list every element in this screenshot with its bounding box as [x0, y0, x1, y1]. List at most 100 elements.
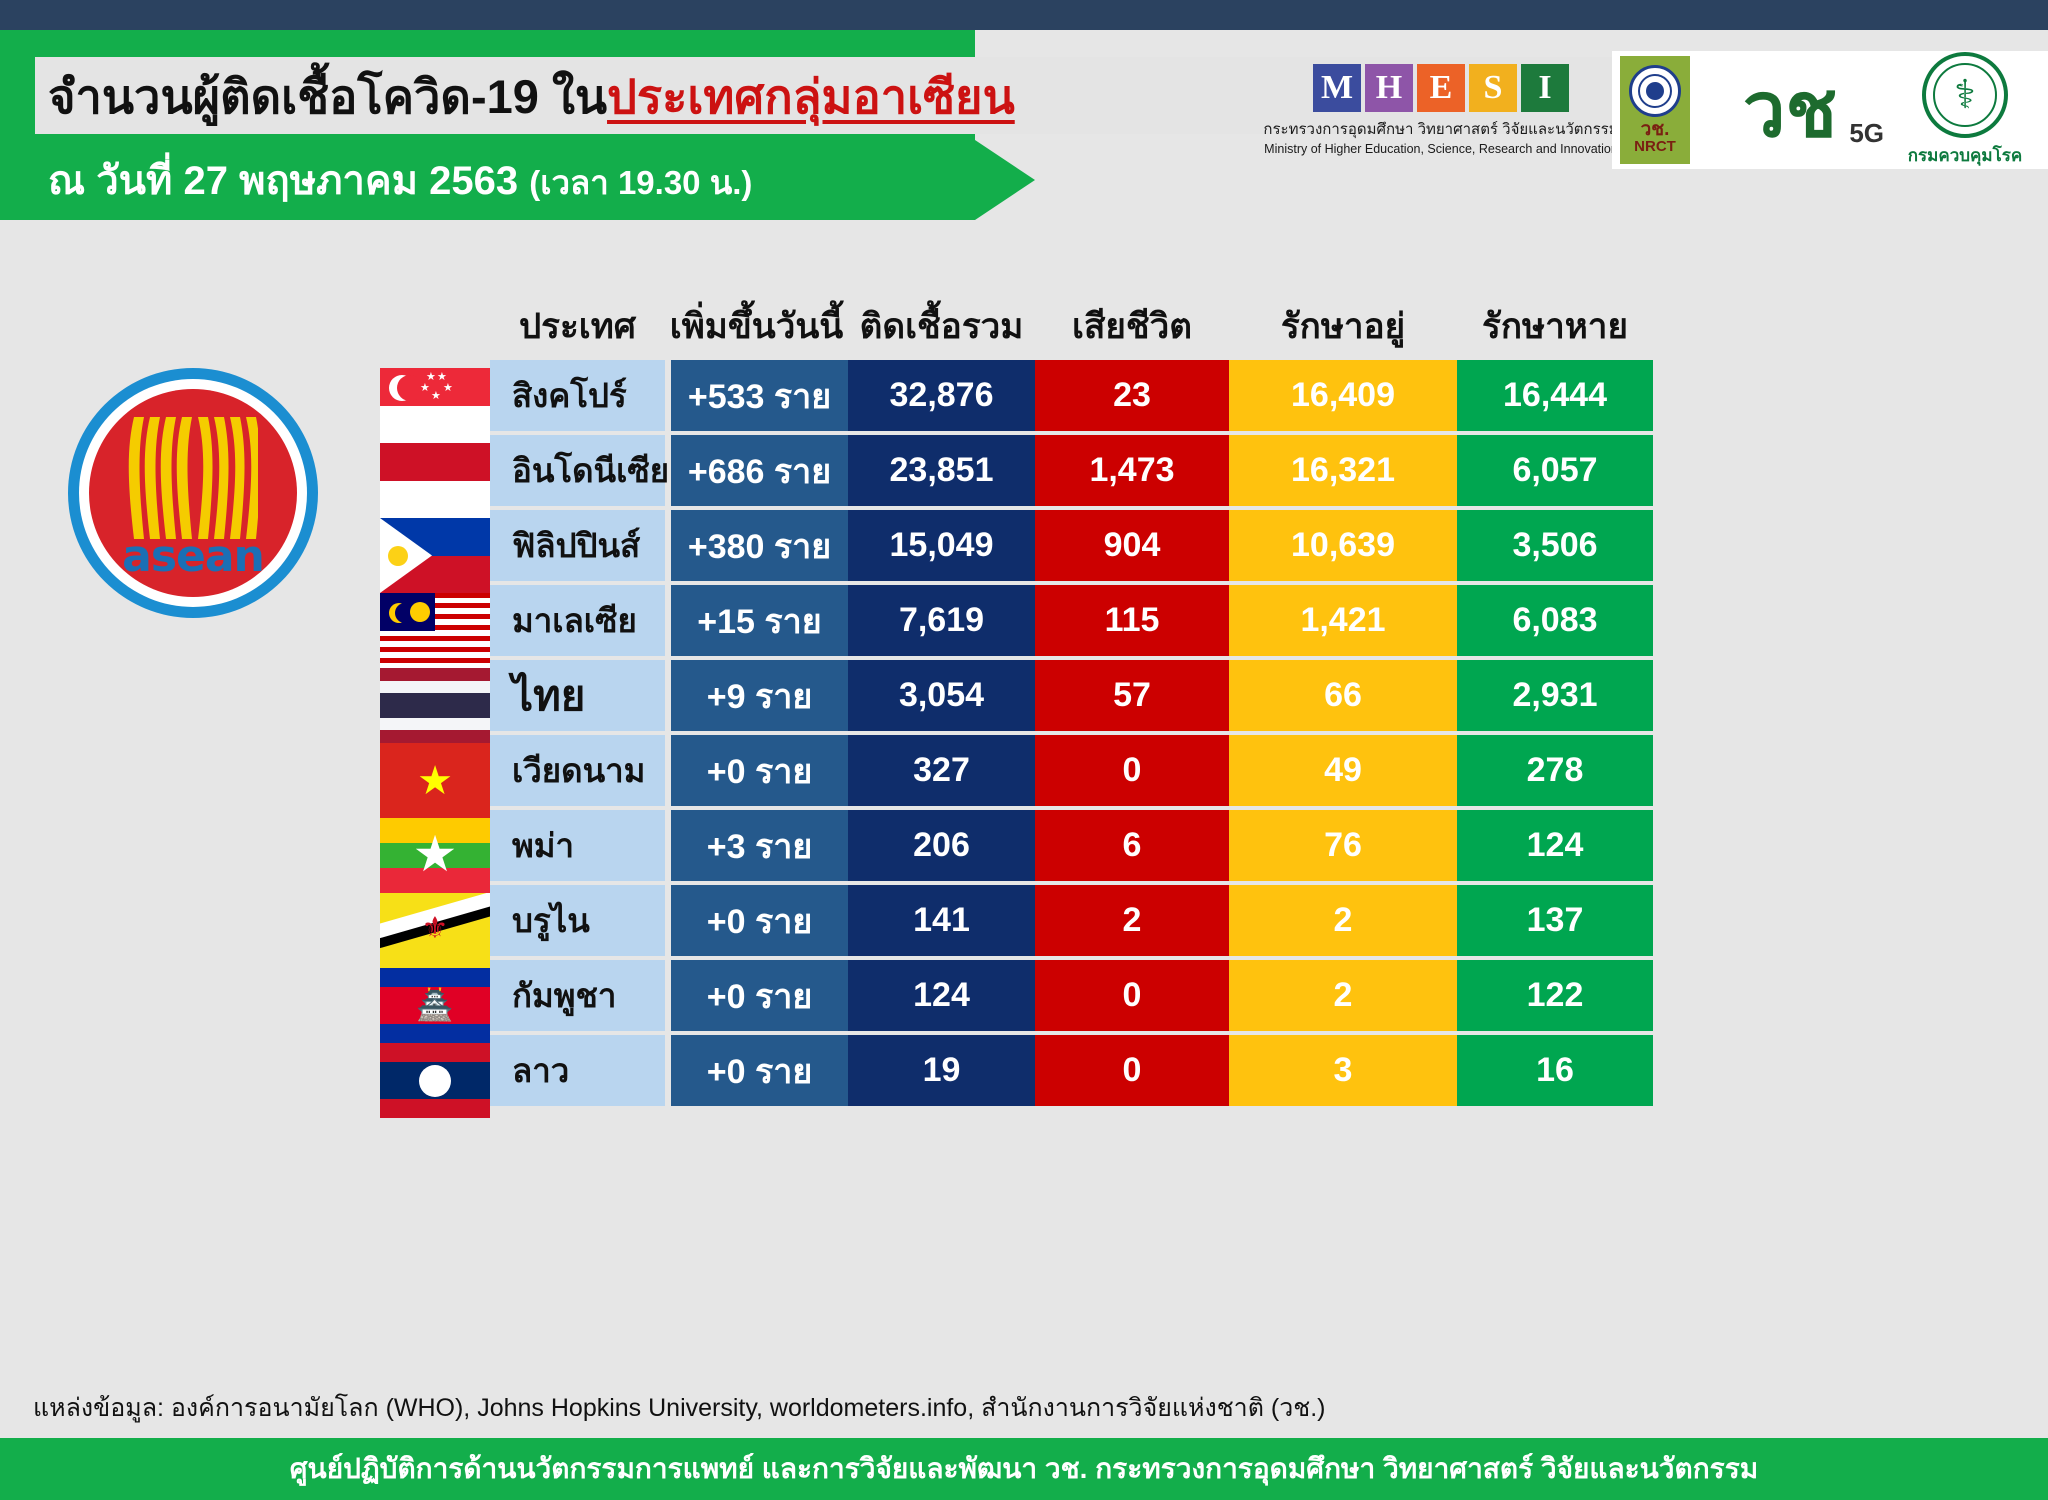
- flag-column: ★ ★ ★ ★ ★: [380, 368, 490, 1368]
- country-label: เวียดนาม: [512, 752, 646, 789]
- mhesi-letter-i: I: [1521, 64, 1569, 112]
- covid-table: ประเทศ เพิ่มขึ้นวันนี้ ติดเชื้อรวม เสียช…: [380, 288, 2000, 1110]
- page-title-highlight: ประเทศกลุ่มอาเซียน: [607, 69, 1015, 123]
- myanmar-yellow-band: [380, 818, 490, 843]
- asean-rice-sheaf-icon: [128, 417, 258, 539]
- table-row-thailand: ไทย +9 ราย 3,054 57 66 2,931: [380, 660, 2000, 731]
- laos-red-top: [380, 1043, 490, 1062]
- row-deaths: 904: [1035, 510, 1229, 581]
- malaysia-stripe: [380, 593, 490, 598]
- table-header-row: ประเทศ เพิ่มขึ้นวันนี้ ติดเชื้อรวม เสียช…: [380, 288, 2000, 360]
- row-country: เวียดนาม: [490, 735, 665, 806]
- row-deaths: 0: [1035, 960, 1229, 1031]
- malaysia-stripe: [380, 658, 490, 663]
- moph-logo: ⚕ กรมควบคุมโรค: [1890, 51, 2040, 169]
- row-country: ฟิลิปปินส์: [490, 510, 665, 581]
- angkor-wat-icon: 🏯: [416, 988, 454, 1022]
- vietnam-flag: ★: [380, 743, 490, 818]
- row-total-cases: 7,619: [848, 585, 1035, 656]
- row-recovered: 124: [1457, 810, 1653, 881]
- table-row: ฟิลิปปินส์ +380 ราย 15,049 904 10,639 3,…: [380, 510, 2000, 581]
- moph-thai-name: กรมควบคุมโรค: [1907, 145, 2023, 165]
- table-row: กัมพูชา +0 ราย 124 0 2 122: [380, 960, 2000, 1031]
- row-total-cases: 19: [848, 1035, 1035, 1106]
- cambodia-flag: 🏯: [380, 968, 490, 1043]
- row-deaths: 6: [1035, 810, 1229, 881]
- singapore-star-1: ★: [426, 371, 436, 383]
- row-total-cases: 23,851: [848, 435, 1035, 506]
- country-label: ไทย: [512, 671, 586, 719]
- row-active: 16,409: [1229, 360, 1457, 431]
- table-row: พม่า +3 ราย 206 6 76 124: [380, 810, 2000, 881]
- row-deaths: 0: [1035, 1035, 1229, 1106]
- top-navy-bar: [0, 0, 2048, 30]
- row-active: 16,321: [1229, 435, 1457, 506]
- table-row: ลาว +0 ราย 19 0 3 16: [380, 1035, 2000, 1106]
- row-country: อินโดนีเซีย: [490, 435, 669, 506]
- footer-text: ศูนย์ปฏิบัติการด้านนวัตกรรมการแพทย์ และก…: [289, 1453, 1759, 1484]
- row-flag-slot: [380, 660, 490, 731]
- country-label: สิงคโปร์: [512, 377, 627, 414]
- row-deaths: 2: [1035, 885, 1229, 956]
- singapore-crescent-cut: [397, 375, 423, 401]
- row-country: กัมพูชา: [490, 960, 665, 1031]
- malaysia-stripe: [380, 636, 490, 641]
- mhesi-letter-e: E: [1417, 64, 1465, 112]
- country-label: อินโดนีเซีย: [512, 452, 670, 489]
- mhesi-english-name: Ministry of Higher Education, Science, R…: [1264, 142, 1618, 156]
- nrct-thai-abbr: วช.: [1640, 118, 1670, 140]
- column-header-deaths: เสียชีวิต: [1072, 307, 1192, 346]
- table-row: สิงคโปร์ +533 ราย 32,876 23 16,409 16,44…: [380, 360, 2000, 431]
- laos-white-disc: [419, 1064, 451, 1097]
- row-new-cases: +0 ราย: [671, 960, 848, 1031]
- caduceus-icon: ⚕: [1954, 72, 1976, 117]
- row-total-cases: 3,054: [848, 660, 1035, 731]
- row-new-cases: +686 ราย: [671, 435, 848, 506]
- row-flag-slot: [380, 810, 490, 881]
- row-new-cases: +0 ราย: [671, 1035, 848, 1106]
- mhesi-letter-s: S: [1469, 64, 1517, 112]
- country-label: ฟิลิปปินส์: [512, 527, 641, 564]
- date-prefix: ณ วันที่ 27 พฤษภาคม 2563: [48, 159, 530, 203]
- page-title: จำนวนผู้ติดเชื้อโควิด-19 ใน ประเทศกลุ่มอา…: [48, 56, 1298, 136]
- nrct-english-abbr: NRCT: [1634, 137, 1676, 155]
- cambodia-red-center: [380, 987, 490, 1024]
- row-recovered: 6,057: [1457, 435, 1653, 506]
- row-country: บรูไน: [490, 885, 665, 956]
- row-active: 2: [1229, 885, 1457, 956]
- table-row: มาเลเซีย +15 ราย 7,619 115 1,421 6,083: [380, 585, 2000, 656]
- country-label: ลาว: [512, 1052, 570, 1089]
- row-country: สิงคโปร์: [490, 360, 665, 431]
- row-deaths: 57: [1035, 660, 1229, 731]
- row-new-cases: +9 ราย: [671, 660, 848, 731]
- row-country: ลาว: [490, 1035, 665, 1106]
- row-active: 49: [1229, 735, 1457, 806]
- singapore-star-3: ★: [420, 382, 430, 394]
- row-deaths: 115: [1035, 585, 1229, 656]
- malaysia-star: [410, 602, 430, 622]
- row-recovered: 16,444: [1457, 360, 1653, 431]
- philippines-sun-icon: [388, 545, 408, 566]
- table-row: เวียดนาม +0 ราย 327 0 49 278: [380, 735, 2000, 806]
- vch-logo: วช 5G: [1690, 55, 1890, 165]
- cambodia-blue-top: [380, 968, 490, 987]
- laos-flag: [380, 1043, 490, 1118]
- footer-bar: ศูนย์ปฏิบัติการด้านนวัตกรรมการแพทย์ และก…: [0, 1438, 2048, 1500]
- column-header-country: ประเทศ: [518, 307, 637, 346]
- myanmar-star: ★: [412, 825, 458, 882]
- row-new-cases: +0 ราย: [671, 735, 848, 806]
- asean-logo: asean: [68, 368, 318, 618]
- row-deaths: 1,473: [1035, 435, 1229, 506]
- thailand-blue-center: [380, 693, 490, 718]
- asean-wordmark: asean: [122, 531, 265, 582]
- mhesi-letter-blocks: M H E S I: [1313, 64, 1569, 112]
- laos-red-bottom: [380, 1099, 490, 1118]
- row-active: 2: [1229, 960, 1457, 1031]
- indonesia-white-band: [380, 480, 490, 518]
- thailand-red-top: [380, 668, 490, 681]
- date-text: ณ วันที่ 27 พฤษภาคม 2563 (เวลา 19.30 น.): [48, 148, 752, 212]
- row-country: มาเลเซีย: [490, 585, 665, 656]
- vch-5g-badge: 5G: [1849, 118, 1884, 148]
- row-new-cases: +380 ราย: [671, 510, 848, 581]
